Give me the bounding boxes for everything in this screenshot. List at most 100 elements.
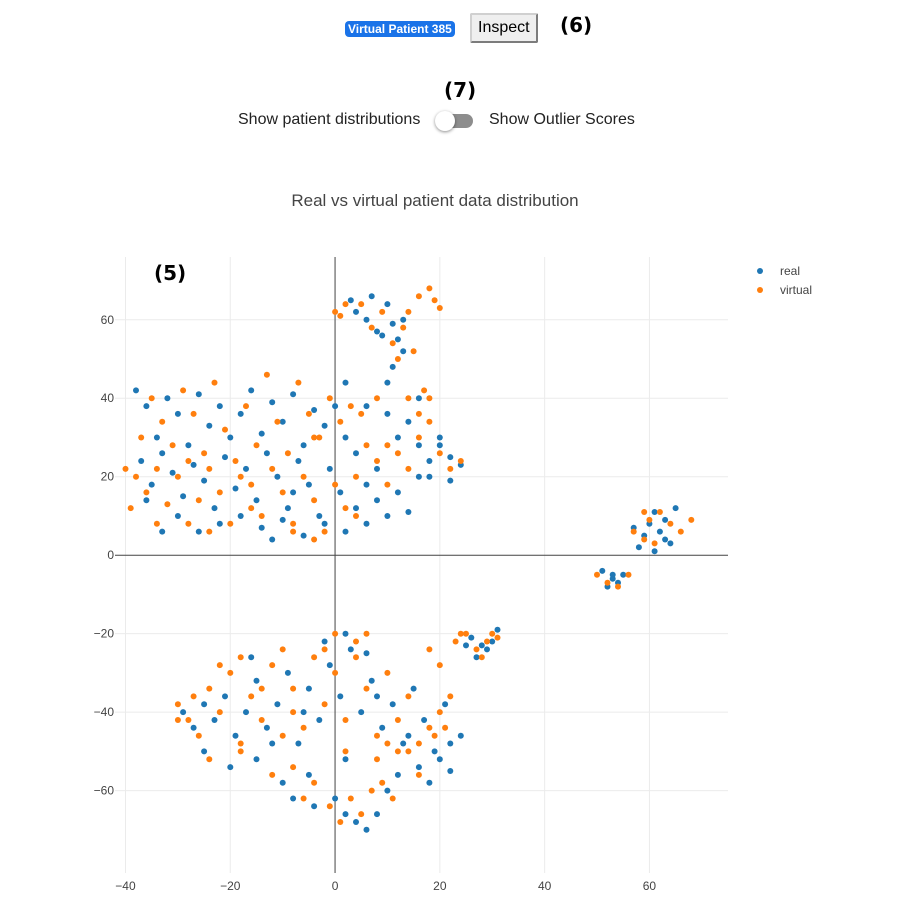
- data-point-virtual: [279, 489, 286, 496]
- data-point-virtual: [489, 630, 496, 637]
- data-point-virtual: [594, 571, 600, 578]
- data-point-virtual: [436, 709, 443, 716]
- data-point-real: [190, 724, 197, 731]
- data-point-virtual: [625, 571, 632, 578]
- data-point-virtual: [159, 418, 166, 425]
- data-point-real: [169, 469, 176, 476]
- data-point-virtual: [127, 505, 134, 512]
- data-point-real: [651, 509, 658, 515]
- data-point-virtual: [394, 450, 401, 457]
- data-point-virtual: [311, 779, 318, 786]
- data-point-virtual: [185, 717, 192, 723]
- data-point-real: [379, 724, 386, 731]
- data-point-virtual: [300, 795, 307, 802]
- data-point-real: [468, 634, 475, 641]
- data-point-real: [185, 442, 192, 449]
- data-point-virtual: [143, 489, 150, 496]
- data-point-virtual: [426, 724, 433, 731]
- data-point-virtual: [353, 654, 359, 661]
- data-point-real: [374, 497, 380, 504]
- data-point-real: [326, 662, 333, 669]
- data-point-virtual: [358, 301, 365, 308]
- data-point-real: [305, 481, 312, 488]
- data-point-real: [400, 348, 407, 355]
- data-point-virtual: [216, 662, 223, 669]
- data-point-virtual: [358, 811, 365, 818]
- data-point-virtual: [295, 379, 302, 386]
- data-point-virtual: [321, 528, 328, 535]
- data-point-virtual: [463, 630, 469, 637]
- chart-title: Real vs virtual patient data distributio…: [291, 191, 578, 210]
- data-point-real: [263, 450, 270, 457]
- data-point-real: [609, 575, 616, 582]
- data-point-virtual: [604, 579, 611, 586]
- data-point-real: [290, 391, 297, 398]
- data-point-virtual: [667, 520, 674, 527]
- data-point-virtual: [174, 473, 181, 480]
- legend[interactable]: real virtual: [757, 264, 812, 297]
- data-point-real: [374, 811, 380, 818]
- inspect-button[interactable]: Inspect: [470, 13, 538, 43]
- data-point-real: [269, 740, 276, 747]
- data-point-real: [379, 332, 386, 339]
- data-point-real: [143, 497, 150, 504]
- show-outlier-scores-label: Show Outlier Scores: [489, 111, 635, 128]
- data-point-virtual: [206, 756, 213, 763]
- data-point-virtual: [641, 536, 648, 543]
- data-point-virtual: [321, 701, 328, 708]
- data-point-virtual: [394, 748, 401, 755]
- data-point-virtual: [148, 395, 155, 402]
- data-point-real: [426, 458, 433, 464]
- data-point-virtual: [253, 442, 260, 449]
- x-tick-label: −20: [220, 879, 241, 893]
- y-tick-label: 20: [101, 470, 115, 484]
- data-point-real: [400, 316, 407, 323]
- axis-layer: −40 −20 0 20 40 60 −60 −40 −20 0 20 40 60: [94, 257, 728, 893]
- toggle-knob[interactable]: [435, 111, 455, 131]
- data-point-real: [436, 442, 443, 449]
- data-point-real: [368, 293, 375, 300]
- data-point-real: [290, 489, 297, 496]
- data-point-real: [368, 677, 375, 684]
- data-point-virtual: [415, 293, 422, 300]
- data-point-real: [153, 434, 160, 441]
- legend-item-real[interactable]: real: [757, 264, 800, 278]
- data-point-virtual: [169, 442, 176, 449]
- data-point-virtual: [311, 654, 318, 661]
- data-point-real: [237, 513, 244, 519]
- show-patient-distributions-label: Show patient distributions: [238, 111, 421, 128]
- data-point-virtual: [290, 764, 297, 771]
- data-point-virtual: [363, 630, 370, 637]
- data-point-real: [300, 442, 307, 449]
- data-point-virtual: [415, 410, 422, 417]
- data-point-virtual: [656, 509, 663, 515]
- data-point-real: [421, 717, 428, 723]
- data-point-real: [174, 513, 181, 519]
- legend-item-virtual[interactable]: virtual: [757, 283, 812, 297]
- data-point-real: [394, 434, 401, 441]
- data-point-virtual: [232, 458, 239, 464]
- data-point-real: [337, 489, 344, 496]
- data-point-virtual: [211, 379, 218, 386]
- virtual-patient-badge[interactable]: Virtual Patient 385: [345, 21, 455, 37]
- data-point-virtual: [206, 685, 213, 692]
- data-point-virtual: [410, 348, 417, 355]
- data-point-real: [436, 434, 443, 441]
- data-point-real: [415, 442, 422, 449]
- outlier-score-toggle-switch[interactable]: [435, 111, 473, 131]
- data-point-virtual: [185, 520, 192, 527]
- annotation-7: (7): [444, 78, 477, 102]
- data-point-virtual: [353, 513, 359, 519]
- data-point-virtual: [426, 646, 433, 653]
- data-point-virtual: [368, 324, 375, 331]
- x-tick-label: 60: [643, 879, 657, 893]
- data-point-virtual: [363, 685, 370, 692]
- data-point-real: [447, 740, 454, 747]
- data-point-real: [363, 650, 370, 657]
- data-point-virtual: [258, 717, 265, 723]
- data-point-real: [159, 528, 166, 535]
- data-point-real: [332, 795, 339, 802]
- data-point-real: [400, 740, 407, 747]
- data-point-virtual: [332, 308, 339, 315]
- data-point-virtual: [426, 285, 433, 292]
